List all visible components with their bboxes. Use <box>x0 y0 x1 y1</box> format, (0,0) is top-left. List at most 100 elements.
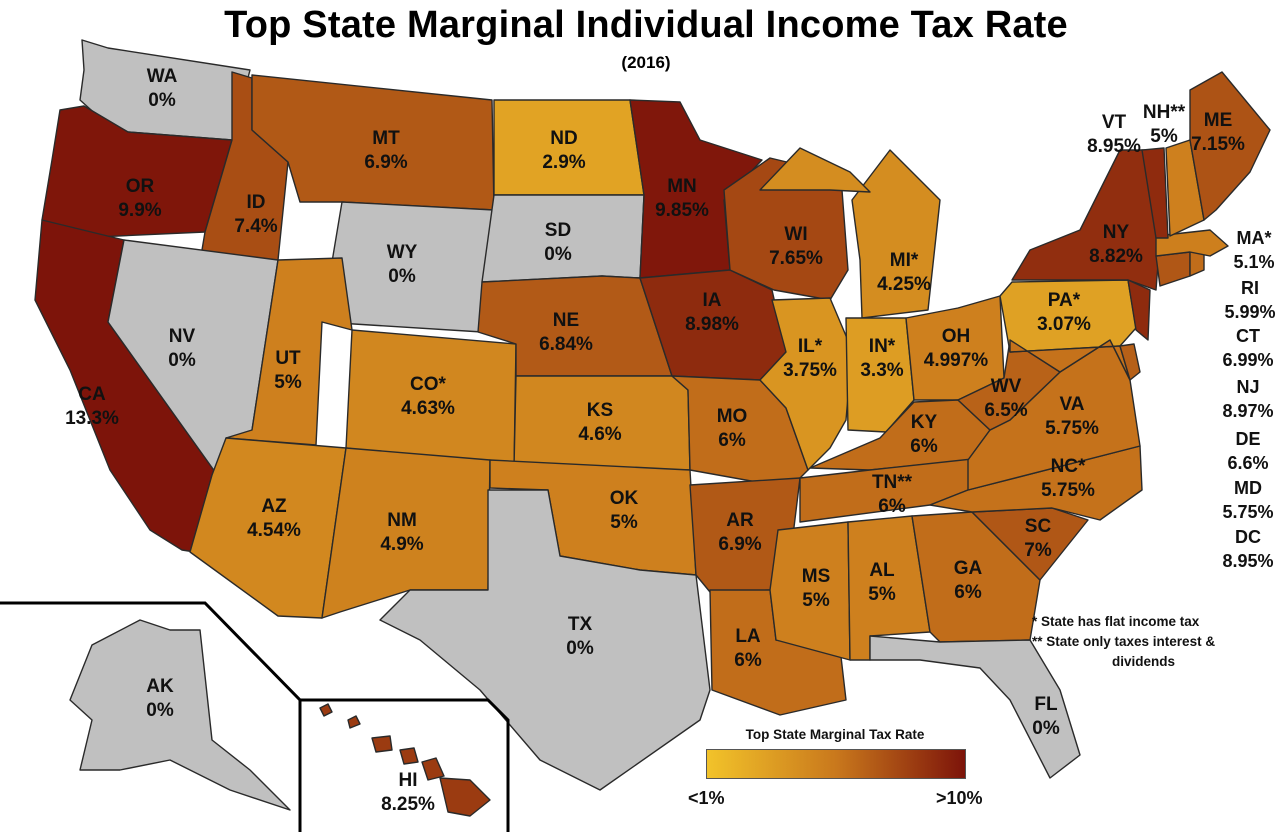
label-rate-VT: 8.95% <box>1087 136 1141 157</box>
label-rate-OR: 9.9% <box>118 200 161 221</box>
label-abbr-AZ: AZ <box>261 496 287 517</box>
label-abbr-TN: TN** <box>872 472 913 493</box>
label-rate-HI: 8.25% <box>381 794 435 815</box>
side-abbr-NJ: NJ <box>1236 377 1260 397</box>
side-rate-RI: 5.99% <box>1224 302 1276 322</box>
label-abbr-SD: SD <box>545 220 571 241</box>
label-abbr-MI: MI* <box>890 250 919 271</box>
label-rate-ND: 2.9% <box>542 152 585 173</box>
label-rate-WV: 6.5% <box>984 400 1027 421</box>
state-NJ[interactable] <box>1127 279 1151 341</box>
state-MA[interactable] <box>1155 229 1229 257</box>
label-rate-NM: 4.9% <box>380 534 423 555</box>
label-abbr-LA: LA <box>735 626 761 647</box>
label-rate-NE: 6.84% <box>539 334 593 355</box>
state-RI[interactable] <box>1189 251 1205 277</box>
label-abbr-OR: OR <box>126 176 155 197</box>
label-rate-NY: 8.82% <box>1089 246 1143 267</box>
side-rate-DC: 8.95% <box>1222 551 1274 571</box>
label-rate-MO: 6% <box>718 430 746 451</box>
map-title: Top State Marginal Individual Income Tax… <box>224 4 1068 46</box>
state-MS[interactable] <box>769 521 851 661</box>
state-ME[interactable] <box>1189 71 1271 221</box>
side-abbr-DC: DC <box>1235 527 1261 547</box>
alaska-inset-border <box>0 601 302 832</box>
label-abbr-MS: MS <box>802 566 831 587</box>
label-abbr-TX: TX <box>568 614 593 635</box>
state-NC[interactable] <box>929 445 1143 521</box>
label-rate-NC: 5.75% <box>1041 480 1095 501</box>
side-rate-NJ: 8.97% <box>1222 401 1274 421</box>
label-rate-LA: 6% <box>734 650 762 671</box>
label-abbr-KY: KY <box>911 412 938 433</box>
side-abbr-CT: CT <box>1236 326 1260 346</box>
label-abbr-VT: VT <box>1102 112 1127 133</box>
label-rate-MS: 5% <box>802 590 830 611</box>
state-MI-upper[interactable] <box>759 147 871 193</box>
label-abbr-AL: AL <box>869 560 895 581</box>
label-rate-NV: 0% <box>168 350 196 371</box>
label-rate-GA: 6% <box>954 582 982 603</box>
label-rate-MT: 6.9% <box>364 152 407 173</box>
label-abbr-NM: NM <box>387 510 417 531</box>
state-CT[interactable] <box>1155 251 1191 287</box>
label-abbr-VA: VA <box>1060 394 1085 415</box>
state-MI[interactable] <box>851 149 941 319</box>
label-abbr-NY: NY <box>1103 222 1130 243</box>
label-abbr-IN: IN* <box>869 336 896 357</box>
state-UT[interactable] <box>225 257 353 446</box>
label-rate-OK: 5% <box>610 512 638 533</box>
label-rate-SD: 0% <box>544 244 572 265</box>
label-rate-ID: 7.4% <box>234 216 277 237</box>
legend-title: Top State Marginal Tax Rate <box>745 727 925 742</box>
label-rate-AR: 6.9% <box>718 534 761 555</box>
side-label-DE: DE 6.6% <box>1208 427 1280 475</box>
state-IL[interactable] <box>759 297 853 471</box>
label-rate-FL: 0% <box>1032 718 1060 739</box>
side-label-RI: RI 5.99% <box>1210 276 1280 324</box>
hawaii-inset-border <box>300 698 510 832</box>
label-rate-ME: 7.15% <box>1191 134 1245 155</box>
state-MN[interactable] <box>629 99 763 279</box>
state-KS[interactable] <box>513 375 691 471</box>
label-rate-WI: 7.65% <box>769 248 823 269</box>
state-TX[interactable] <box>379 489 711 791</box>
label-rate-IL: 3.75% <box>783 360 837 381</box>
state-VT[interactable] <box>1141 147 1169 239</box>
label-abbr-GA: GA <box>954 558 983 579</box>
state-FL[interactable] <box>869 635 1081 779</box>
state-MT[interactable] <box>251 74 495 211</box>
legend-color-scale <box>706 749 966 779</box>
label-abbr-NC: NC* <box>1051 456 1086 477</box>
label-abbr-AK: AK <box>146 676 174 697</box>
footnote-flat-tax: * State has flat income tax <box>1032 614 1200 629</box>
footnote-interest-dividends-cont: dividends <box>1112 654 1176 669</box>
label-rate-KY: 6% <box>910 436 938 457</box>
side-label-CT: CT 6.99% <box>1208 324 1280 372</box>
label-abbr-NH: NH** <box>1143 102 1186 123</box>
side-label-NJ: NJ 8.97% <box>1208 375 1280 423</box>
label-abbr-WY: WY <box>387 242 418 263</box>
label-abbr-ND: ND <box>550 128 577 149</box>
state-HI[interactable] <box>319 703 491 817</box>
state-NY[interactable] <box>1011 149 1161 291</box>
state-DE[interactable] <box>1119 343 1141 381</box>
label-rate-KS: 4.6% <box>578 424 621 445</box>
side-label-DC: DC 8.95% <box>1208 525 1280 573</box>
label-rate-UT: 5% <box>274 372 302 393</box>
label-abbr-WI: WI <box>784 224 807 245</box>
side-label-MD: MD 5.75% <box>1208 476 1280 524</box>
label-abbr-HI: HI <box>399 770 418 791</box>
label-abbr-SC: SC <box>1025 516 1052 537</box>
side-rate-MD: 5.75% <box>1222 502 1274 522</box>
label-abbr-MO: MO <box>717 406 748 427</box>
state-AK[interactable] <box>69 619 291 811</box>
label-abbr-ME: ME <box>1204 110 1233 131</box>
legend-high-label: >10% <box>936 788 983 808</box>
label-abbr-UT: UT <box>275 348 301 369</box>
map-subtitle: (2016) <box>621 53 671 72</box>
label-abbr-OH: OH <box>942 326 971 347</box>
label-abbr-FL: FL <box>1034 694 1058 715</box>
side-rate-CT: 6.99% <box>1222 350 1274 370</box>
label-rate-VA: 5.75% <box>1045 418 1099 439</box>
